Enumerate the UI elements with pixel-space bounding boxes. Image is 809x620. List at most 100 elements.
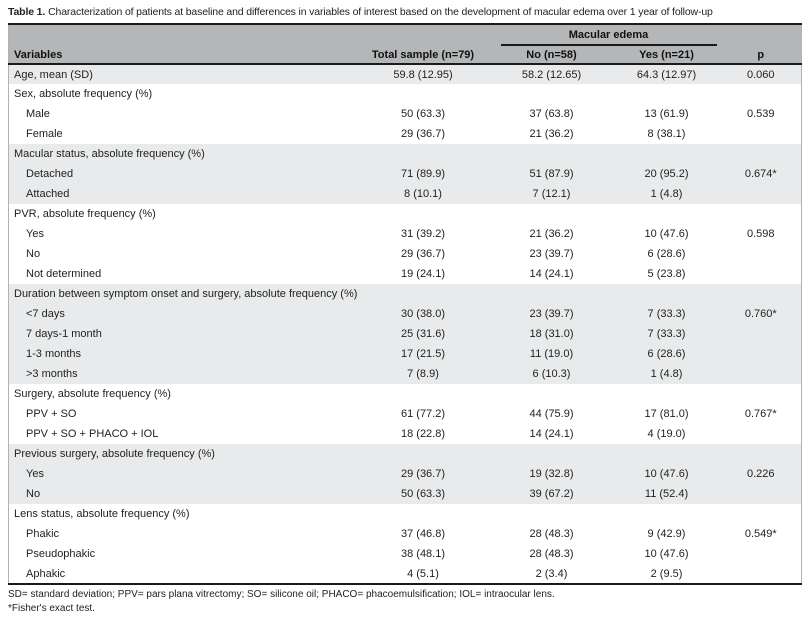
- cell-total-sample: 71 (89.9): [355, 164, 491, 184]
- row-label: Pseudophakic: [26, 548, 96, 560]
- cell-yes-edema: [613, 504, 721, 524]
- cell-no-edema: 14 (24.1): [529, 428, 574, 440]
- cell-total-sample: 8 (10.1): [355, 184, 491, 204]
- cell-total-sample: 7 (8.9): [355, 364, 491, 384]
- cell-total-sample: 61 (77.2): [400, 408, 446, 420]
- cell-yes-edema: [613, 384, 721, 404]
- row-label: PPV + SO + PHACO + IOL: [26, 428, 159, 440]
- table-row: Surgery, absolute frequency (%): [9, 384, 802, 404]
- cell-no-edema: 18 (31.0): [490, 324, 613, 344]
- cell-total-sample: 50 (63.3): [355, 484, 491, 504]
- cell-no-edema: 11 (19.0): [490, 344, 613, 364]
- row-label: Not determined: [26, 268, 102, 280]
- group-header-macular-edema: Macular edema: [500, 27, 717, 46]
- cell-p-value: [721, 424, 802, 444]
- row-label: 7 days-1 month: [8, 324, 356, 344]
- group-header-row: Macular edema: [8, 24, 802, 46]
- cell-yes-edema: [612, 444, 721, 464]
- cell-yes-edema: 7 (33.3): [612, 304, 721, 324]
- cell-p-value: [720, 284, 802, 304]
- cell-no-edema: 37 (63.8): [529, 108, 574, 120]
- col-header-p: p: [720, 46, 802, 65]
- table-title: Table 1. Characterization of patients at …: [8, 4, 801, 23]
- column-header-row: Variables Total sample (n=79) No (n=58) …: [8, 46, 802, 65]
- table-row: Female 29 (36.7) 21 (36.2) 8 (38.1): [9, 124, 802, 144]
- cell-no-edema: [491, 504, 613, 524]
- cell-yes-edema: 6 (28.6): [612, 344, 721, 364]
- cell-total-sample: 30 (38.0): [355, 304, 491, 324]
- cell-no-edema: 7 (12.1): [490, 184, 613, 204]
- header-spacer: [355, 24, 491, 46]
- table-row: Aphakic 4 (5.1) 2 (3.4) 2 (9.5): [9, 564, 802, 584]
- cell-no-edema: [491, 384, 613, 404]
- row-label: Sex, absolute frequency (%): [14, 88, 153, 100]
- cell-p-value: [721, 504, 802, 524]
- row-label: Male: [26, 108, 50, 120]
- row-label: PVR, absolute frequency (%): [14, 208, 156, 220]
- row-label: Phakic: [26, 528, 60, 540]
- cell-no-edema: 21 (36.2): [529, 128, 574, 140]
- cell-no-edema: 44 (75.9): [529, 408, 574, 420]
- cell-p-value: [721, 124, 802, 144]
- cell-total-sample: 37 (46.8): [400, 528, 446, 540]
- cell-p-value: [721, 244, 802, 264]
- cell-p-value: [721, 84, 802, 104]
- cell-no-edema: [490, 284, 613, 304]
- cell-no-edema: 28 (48.3): [529, 528, 574, 540]
- cell-yes-edema: 10 (47.6): [644, 228, 689, 240]
- cell-p-value: 0.549*: [744, 528, 777, 540]
- table-header: Macular edema Variables Total sample (n=…: [8, 24, 802, 65]
- cell-no-edema: 23 (39.7): [529, 248, 574, 260]
- cell-no-edema: [490, 444, 613, 464]
- cell-total-sample: [356, 204, 491, 224]
- cell-p-value: 0.060: [720, 64, 802, 84]
- cell-total-sample: 29 (36.7): [355, 464, 491, 484]
- data-table: Macular edema Variables Total sample (n=…: [8, 23, 803, 585]
- table-row: No 50 (63.3) 39 (67.2) 11 (52.4): [8, 484, 802, 504]
- cell-total-sample: [356, 84, 491, 104]
- cell-yes-edema: 11 (52.4): [612, 484, 721, 504]
- table-row: Macular status, absolute frequency (%): [8, 144, 802, 164]
- cell-no-edema: 28 (48.3): [529, 548, 574, 560]
- table-row: Yes 29 (36.7) 19 (32.8) 10 (47.6) 0.226: [8, 464, 802, 484]
- row-label: Detached: [8, 164, 356, 184]
- cell-yes-edema: 9 (42.9): [647, 528, 686, 540]
- cell-p-value: [720, 324, 802, 344]
- cell-total-sample: [356, 504, 491, 524]
- table-row: PPV + SO + PHACO + IOL 18 (22.8) 14 (24.1)…: [9, 424, 802, 444]
- cell-no-edema: 2 (3.4): [535, 567, 568, 580]
- cell-no-edema: 58.2 (12.65): [490, 64, 613, 84]
- cell-yes-edema: 20 (95.2): [612, 164, 721, 184]
- cell-p-value: [721, 204, 802, 224]
- table-row: PVR, absolute frequency (%): [9, 204, 802, 224]
- header-spacer: [720, 24, 802, 46]
- cell-yes-edema: [613, 204, 721, 224]
- row-label: Duration between symptom onset and surge…: [8, 284, 357, 304]
- row-label: >3 months: [8, 364, 356, 384]
- row-label: Female: [26, 128, 63, 140]
- footnote-fisher-test: *Fisher's exact test.: [8, 603, 95, 614]
- cell-no-edema: 6 (10.3): [490, 364, 613, 384]
- row-label: Yes: [26, 228, 44, 240]
- cell-total-sample: 29 (36.7): [400, 128, 446, 140]
- cell-total-sample: 17 (21.5): [355, 344, 491, 364]
- table-number: Table 1.: [8, 6, 46, 18]
- col-header-variables: Variables: [8, 46, 356, 65]
- cell-p-value: 0.674*: [720, 164, 802, 184]
- cell-p-value: [720, 144, 802, 164]
- table-footnotes: SD= standard deviation; PPV= pars plana …: [8, 585, 801, 616]
- col-header-no: No (n=58): [490, 46, 613, 65]
- cell-yes-edema: [613, 84, 721, 104]
- cell-p-value: [721, 384, 802, 404]
- table-row: Previous surgery, absolute frequency (%): [8, 444, 802, 464]
- table-row: Attached 8 (10.1) 7 (12.1) 1 (4.8): [8, 184, 802, 204]
- cell-yes-edema: 8 (38.1): [647, 128, 686, 140]
- cell-total-sample: [355, 144, 491, 164]
- cell-p-value: 0.539: [747, 108, 775, 120]
- col-header-yes: Yes (n=21): [612, 46, 721, 65]
- cell-yes-edema: 10 (47.6): [612, 464, 721, 484]
- cell-p-value: [721, 264, 802, 284]
- cell-total-sample: 29 (36.7): [400, 248, 446, 260]
- cell-yes-edema: 1 (4.8): [612, 364, 721, 384]
- col-header-total-sample: Total sample (n=79): [355, 46, 491, 65]
